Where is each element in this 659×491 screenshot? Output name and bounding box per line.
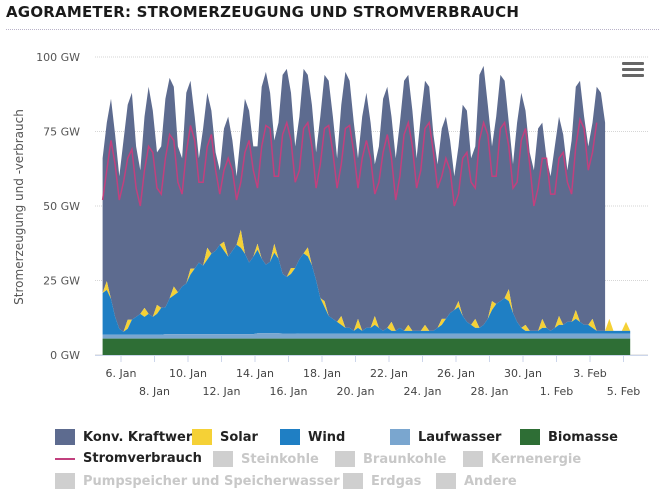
legend-item-biomasse[interactable]: Biomasse	[520, 429, 618, 445]
legend-item-pumpspeicher[interactable]: Pumpspeicher und Speicherwasser	[55, 473, 340, 489]
stacked-areas	[102, 65, 631, 355]
legend-swatch	[192, 429, 212, 445]
x-tick-label: 20. Jan	[337, 385, 375, 398]
demand-line	[101, 117, 598, 207]
x-tick-label: 18. Jan	[303, 367, 341, 380]
hamburger-menu-icon-bar	[622, 68, 644, 71]
legend-swatch	[55, 429, 75, 445]
x-tick-label: 14. Jan	[236, 367, 274, 380]
legend-swatch	[213, 451, 233, 467]
x-tick-label: 6. Jan	[106, 367, 137, 380]
y-tick-label: 0 GW	[50, 349, 80, 362]
legend-label: Stromverbrauch	[83, 451, 202, 466]
area-wind	[102, 244, 631, 335]
area-konv-kraftwerke	[102, 65, 606, 332]
legend-swatch	[520, 429, 540, 445]
y-axis: 0 GW 25 GW 50 GW 75 GW 100 GW	[36, 51, 80, 362]
hamburger-menu-icon	[622, 62, 644, 65]
legend-label: Konv. Kraftwerke	[83, 429, 210, 445]
legend-item-steinkohle[interactable]: Steinkohle	[213, 451, 319, 467]
legend-swatch	[280, 429, 300, 445]
legend-label: Andere	[464, 473, 517, 489]
hamburger-menu-icon-bar	[622, 74, 644, 77]
legend-item-erdgas[interactable]: Erdgas	[343, 473, 421, 489]
y-tick-label: 25 GW	[43, 275, 80, 288]
line-stromverbrauch	[101, 117, 598, 207]
y-tick-label: 75 GW	[43, 126, 80, 139]
legend-item-kernenergie[interactable]: Kernenergie	[463, 451, 581, 467]
legend-item-stromverbrauch[interactable]: Stromverbrauch	[55, 451, 202, 466]
x-tick-label: 22. Jan	[370, 367, 408, 380]
legend-label: Solar	[220, 429, 258, 445]
legend-label: Braunkohle	[363, 451, 447, 467]
legend-label: Steinkohle	[241, 451, 319, 467]
x-tick-label: 16. Jan	[270, 385, 308, 398]
legend-swatch	[343, 473, 363, 489]
legend-item-solar[interactable]: Solar	[192, 429, 258, 445]
title-divider	[6, 29, 659, 30]
chart-menu-button[interactable]	[622, 62, 644, 78]
x-tick-label: 24. Jan	[404, 385, 442, 398]
area-biomasse	[102, 338, 631, 355]
x-tick-label: 12. Jan	[203, 385, 241, 398]
y-axis-label: Stromerzeugung und -verbrauch	[12, 109, 26, 305]
x-tick-label: 10. Jan	[169, 367, 207, 380]
legend-swatch	[436, 473, 456, 489]
legend-label: Erdgas	[371, 473, 422, 489]
legend-label: Wind	[308, 429, 346, 445]
legend-item-konv-kraftwerke[interactable]: Konv. Kraftwerke	[55, 429, 209, 445]
legend-label: Kernenergie	[491, 451, 582, 467]
legend-label: Biomasse	[548, 429, 618, 445]
x-tick-label: 1. Feb	[540, 385, 573, 398]
page-title: AGORAMETER: STROMERZEUGUNG UND STROMVERB…	[6, 3, 520, 21]
y-tick-label: 100 GW	[36, 51, 80, 64]
x-tick-label: 30. Jan	[504, 367, 542, 380]
legend-label: Pumpspeicher und Speicherwasser	[83, 473, 340, 489]
legend-swatch	[55, 473, 75, 489]
x-tick-label: 3. Feb	[573, 367, 606, 380]
chart: 0 GW 25 GW 50 GW 75 GW 100 GW 6. Jan 10. Jan 1…	[12, 51, 648, 398]
legend-label: Laufwasser	[418, 429, 502, 445]
legend-swatch	[390, 429, 410, 445]
legend-item-wind[interactable]: Wind	[280, 429, 345, 445]
x-tick-label: 8. Jan	[139, 385, 170, 398]
x-tick-label: 26. Jan	[437, 367, 475, 380]
legend-item-braunkohle[interactable]: Braunkohle	[335, 451, 446, 467]
x-tick-label: 5. Feb	[607, 385, 640, 398]
y-tick-label: 50 GW	[43, 200, 80, 213]
legend-item-andere[interactable]: Andere	[436, 473, 517, 489]
legend-swatch	[335, 451, 355, 467]
x-tick-label: 28. Jan	[471, 385, 509, 398]
legend-line-swatch	[55, 457, 75, 460]
area-laufwasser	[102, 333, 631, 339]
x-axis: 6. Jan 10. Jan 14. Jan 18. Jan 22. Jan 26. Ja…	[95, 355, 648, 398]
legend-swatch	[463, 451, 483, 467]
legend-item-laufwasser[interactable]: Laufwasser	[390, 429, 501, 445]
